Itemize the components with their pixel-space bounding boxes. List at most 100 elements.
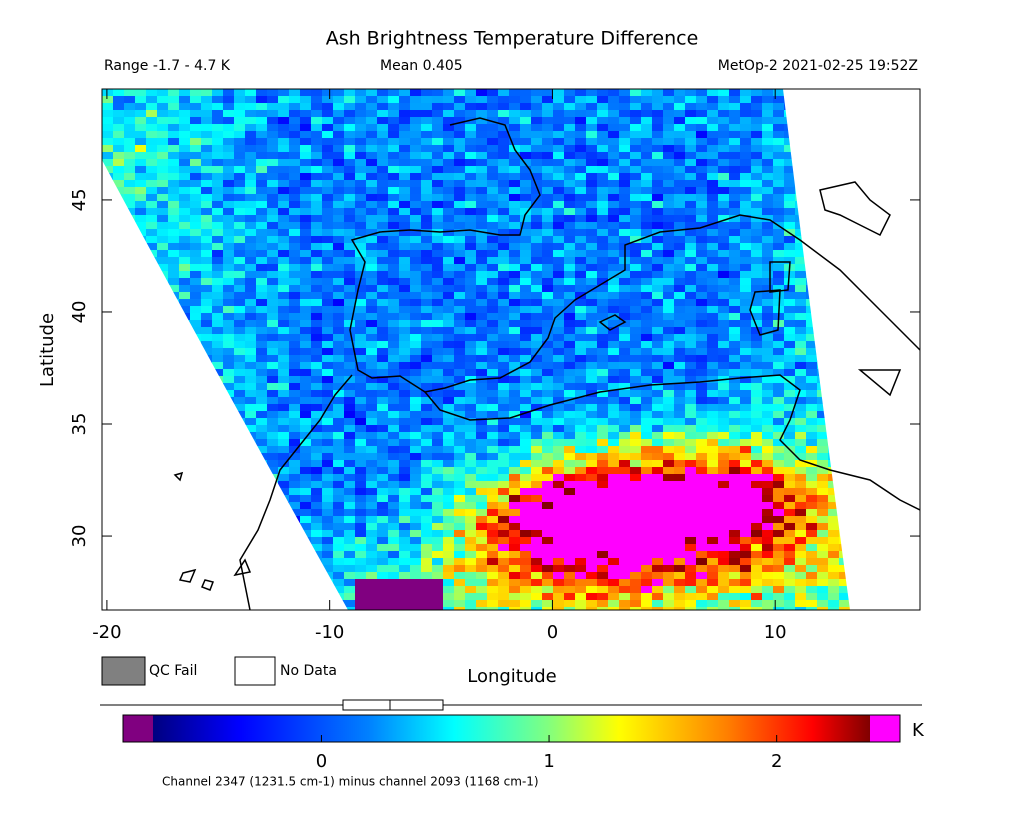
pixel xyxy=(630,152,641,159)
pixel xyxy=(762,271,773,278)
pixel xyxy=(256,460,267,467)
pixel xyxy=(344,306,355,313)
pixel xyxy=(201,516,212,523)
pixel xyxy=(608,530,619,537)
pixel xyxy=(817,565,828,572)
pixel xyxy=(410,96,421,103)
pixel xyxy=(674,355,685,362)
pixel xyxy=(190,558,201,565)
pixel xyxy=(333,551,344,558)
pixel xyxy=(795,89,806,96)
pixel xyxy=(168,110,179,117)
pixel xyxy=(850,439,861,446)
pixel xyxy=(201,565,212,572)
pixel xyxy=(762,467,773,474)
pixel xyxy=(619,96,630,103)
pixel xyxy=(751,411,762,418)
pixel xyxy=(179,593,190,600)
pixel xyxy=(762,530,773,537)
pixel xyxy=(806,502,817,509)
pixel xyxy=(751,502,762,509)
pixel xyxy=(234,89,245,96)
pixel xyxy=(487,397,498,404)
pixel xyxy=(608,397,619,404)
pixel xyxy=(531,89,542,96)
pixel xyxy=(663,544,674,551)
pixel xyxy=(245,180,256,187)
pixel xyxy=(586,278,597,285)
pixel xyxy=(256,544,267,551)
pixel xyxy=(487,467,498,474)
pixel xyxy=(487,572,498,579)
pixel xyxy=(344,152,355,159)
pixel xyxy=(553,348,564,355)
pixel xyxy=(443,411,454,418)
pixel xyxy=(245,551,256,558)
pixel xyxy=(443,579,454,586)
pixel xyxy=(388,117,399,124)
pixel xyxy=(773,341,784,348)
pixel xyxy=(399,89,410,96)
pixel xyxy=(102,131,113,138)
pixel xyxy=(630,159,641,166)
pixel xyxy=(564,551,575,558)
pixel xyxy=(245,397,256,404)
pixel xyxy=(135,439,146,446)
pixel xyxy=(278,313,289,320)
pixel xyxy=(553,397,564,404)
pixel xyxy=(157,201,168,208)
pixel xyxy=(729,89,740,96)
pixel xyxy=(333,229,344,236)
pixel xyxy=(806,159,817,166)
pixel xyxy=(146,334,157,341)
pixel xyxy=(806,411,817,418)
pixel xyxy=(674,236,685,243)
pixel xyxy=(597,376,608,383)
pixel xyxy=(564,439,575,446)
pixel xyxy=(839,404,850,411)
pixel xyxy=(322,502,333,509)
pixel xyxy=(806,96,817,103)
pixel xyxy=(256,586,267,593)
pixel xyxy=(520,229,531,236)
pixel xyxy=(707,278,718,285)
pixel xyxy=(168,579,179,586)
pixel xyxy=(432,96,443,103)
pixel xyxy=(773,110,784,117)
pixel xyxy=(410,257,421,264)
pixel xyxy=(476,103,487,110)
pixel xyxy=(564,509,575,516)
pixel xyxy=(201,495,212,502)
pixel xyxy=(619,327,630,334)
pixel xyxy=(223,250,234,257)
pixel xyxy=(762,544,773,551)
pixel xyxy=(102,145,113,152)
pixel xyxy=(685,558,696,565)
pixel xyxy=(278,488,289,495)
pixel xyxy=(487,278,498,285)
pixel xyxy=(619,446,630,453)
pixel xyxy=(157,376,168,383)
pixel xyxy=(542,299,553,306)
pixel xyxy=(740,117,751,124)
pixel xyxy=(850,404,861,411)
pixel xyxy=(102,509,113,516)
pixel xyxy=(476,397,487,404)
pixel xyxy=(487,159,498,166)
pixel xyxy=(333,110,344,117)
pixel xyxy=(113,488,124,495)
pixel xyxy=(443,341,454,348)
pixel xyxy=(520,215,531,222)
pixel xyxy=(179,551,190,558)
pixel xyxy=(432,523,443,530)
pixel xyxy=(146,502,157,509)
pixel xyxy=(124,194,135,201)
pixel xyxy=(289,509,300,516)
pixel xyxy=(289,446,300,453)
pixel xyxy=(168,404,179,411)
pixel xyxy=(168,425,179,432)
pixel xyxy=(410,159,421,166)
pixel xyxy=(652,404,663,411)
pixel xyxy=(410,117,421,124)
pixel xyxy=(784,537,795,544)
